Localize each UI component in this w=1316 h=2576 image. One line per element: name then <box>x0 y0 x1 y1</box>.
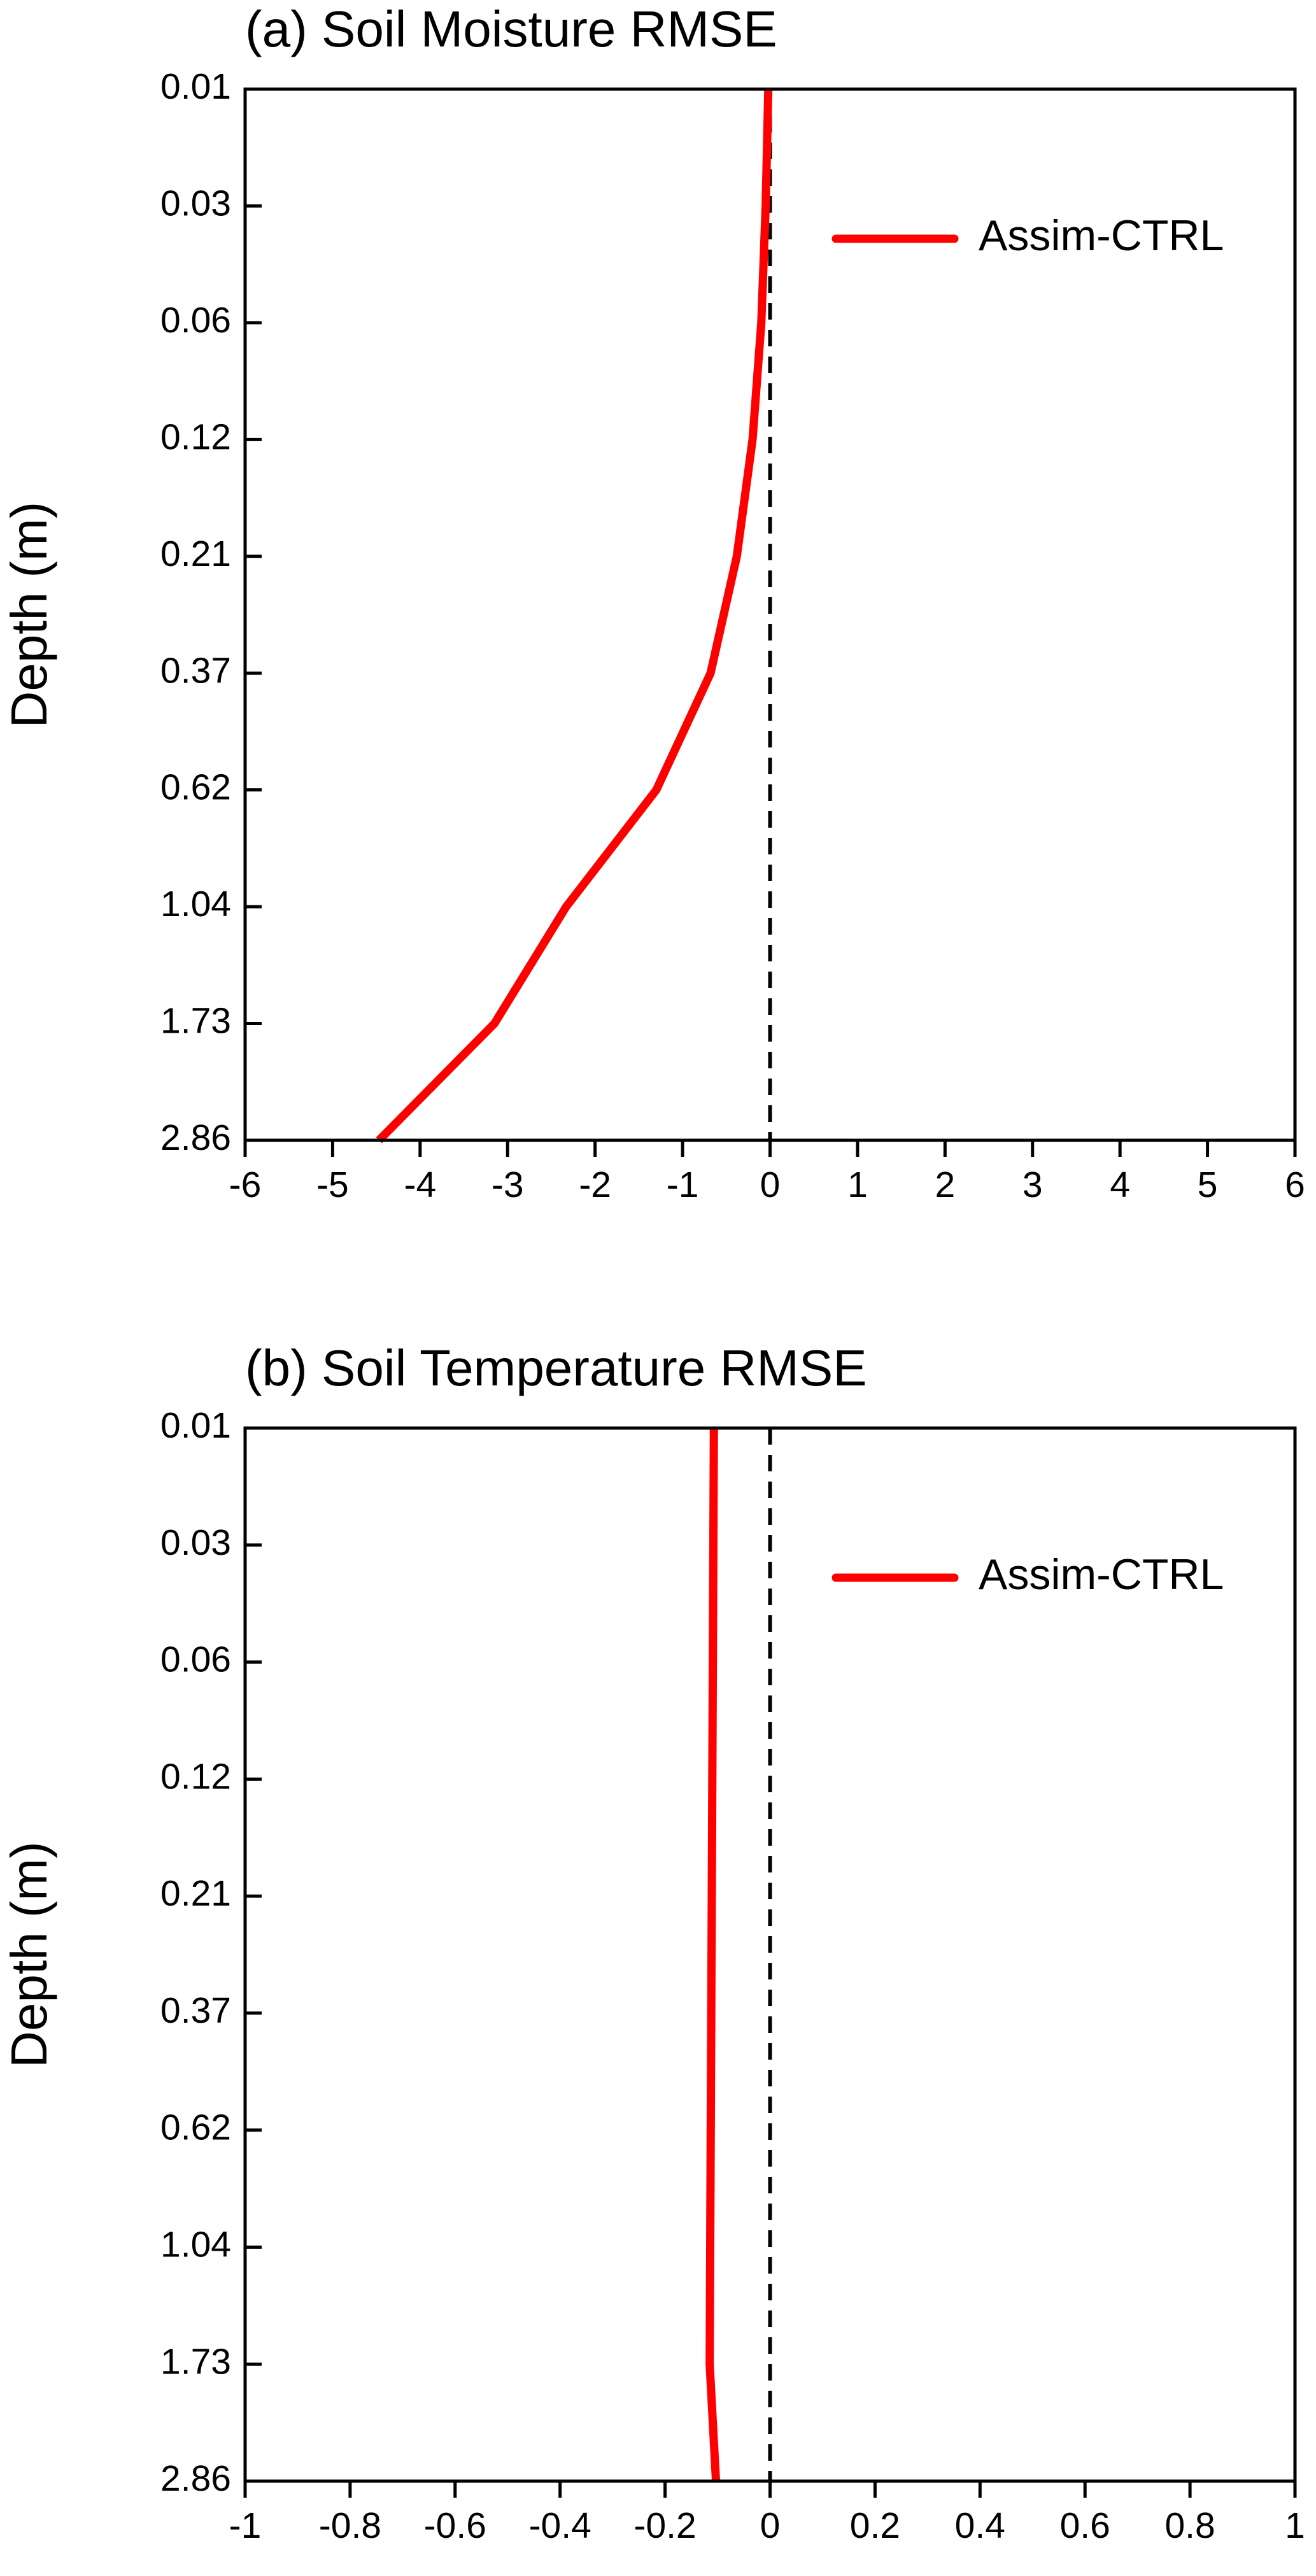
x-tick-label: -2 <box>579 1164 611 1205</box>
x-tick-label: -1 <box>667 1164 699 1205</box>
x-tick-label: -6 <box>229 1164 262 1205</box>
y-tick-label: 0.01 <box>160 1405 231 1446</box>
x-tick-label: 4 <box>1110 1164 1130 1205</box>
y-tick-label: 0.21 <box>160 534 231 574</box>
x-tick-label: 0 <box>760 1164 781 1205</box>
x-tick-label: -0.4 <box>529 2505 591 2546</box>
y-tick-label: 2.86 <box>160 1117 231 1158</box>
x-tick-label: 0.8 <box>1164 2505 1215 2546</box>
y-tick-label: 0.12 <box>160 416 231 457</box>
x-tick-label: 6 <box>1285 1164 1305 1205</box>
chart: (a) Soil Moisture RMSE Depth (m) 0.01 0.03 0… <box>1 1 1305 1205</box>
y-tick-label: 1.04 <box>160 2225 231 2265</box>
x-tick-label: -3 <box>492 1164 524 1205</box>
y-tick-label: 0.21 <box>160 1873 231 1914</box>
y-tick-label: 0.03 <box>160 1522 231 1563</box>
y-tick-label: 1.73 <box>160 2341 231 2382</box>
x-tick-label: 3 <box>1022 1164 1043 1205</box>
y-tick-label: 1.04 <box>160 884 231 924</box>
y-tick-label: 0.06 <box>160 1639 231 1680</box>
legend-label: Assim-CTRL <box>979 211 1224 260</box>
legend-label: Assim-CTRL <box>979 1550 1224 1599</box>
x-tick-label: 1 <box>847 1164 868 1205</box>
series-line <box>705 1427 721 2482</box>
x-tick-label: -1 <box>229 2505 262 2546</box>
chart-title: (a) Soil Moisture RMSE <box>245 1 777 57</box>
x-tick-label: 0 <box>760 2505 781 2546</box>
x-tick-label: 0.2 <box>850 2505 900 2546</box>
chart-title: (b) Soil Temperature RMSE <box>245 1340 867 1396</box>
x-tick-label: 5 <box>1198 1164 1218 1205</box>
y-tick-label: 0.37 <box>160 1990 231 2031</box>
plot-frame <box>243 1426 1297 2483</box>
chart: (b) Soil Temperature RMSE Depth (m) 0.01 0.… <box>1 1340 1305 2546</box>
x-tick-label: -0.6 <box>424 2505 486 2546</box>
y-tick-label: 0.01 <box>160 66 231 107</box>
x-tick-label: 1 <box>1285 2505 1305 2546</box>
y-axis-label: Depth (m) <box>1 1841 57 2068</box>
y-tick-label: 0.62 <box>160 2107 231 2148</box>
y-tick-label: 0.03 <box>160 183 231 224</box>
y-tick-label: 0.37 <box>160 650 231 691</box>
x-tick-label: 0.6 <box>1060 2505 1110 2546</box>
x-tick-label: -4 <box>404 1164 436 1205</box>
y-tick-label: 0.06 <box>160 300 231 341</box>
x-tick-label: -5 <box>316 1164 349 1205</box>
y-tick-label: 1.73 <box>160 1001 231 1042</box>
x-tick-label: -0.8 <box>319 2505 381 2546</box>
plot-frame <box>243 87 1297 1142</box>
x-tick-label: 2 <box>935 1164 955 1205</box>
x-tick-label: 0.4 <box>955 2505 1005 2546</box>
y-tick-label: 0.62 <box>160 767 231 808</box>
y-tick-label: 0.12 <box>160 1756 231 1797</box>
y-tick-label: 2.86 <box>160 2458 231 2499</box>
series-line <box>376 88 773 1143</box>
y-axis-label: Depth (m) <box>1 502 57 728</box>
x-tick-label: -0.2 <box>633 2505 696 2546</box>
